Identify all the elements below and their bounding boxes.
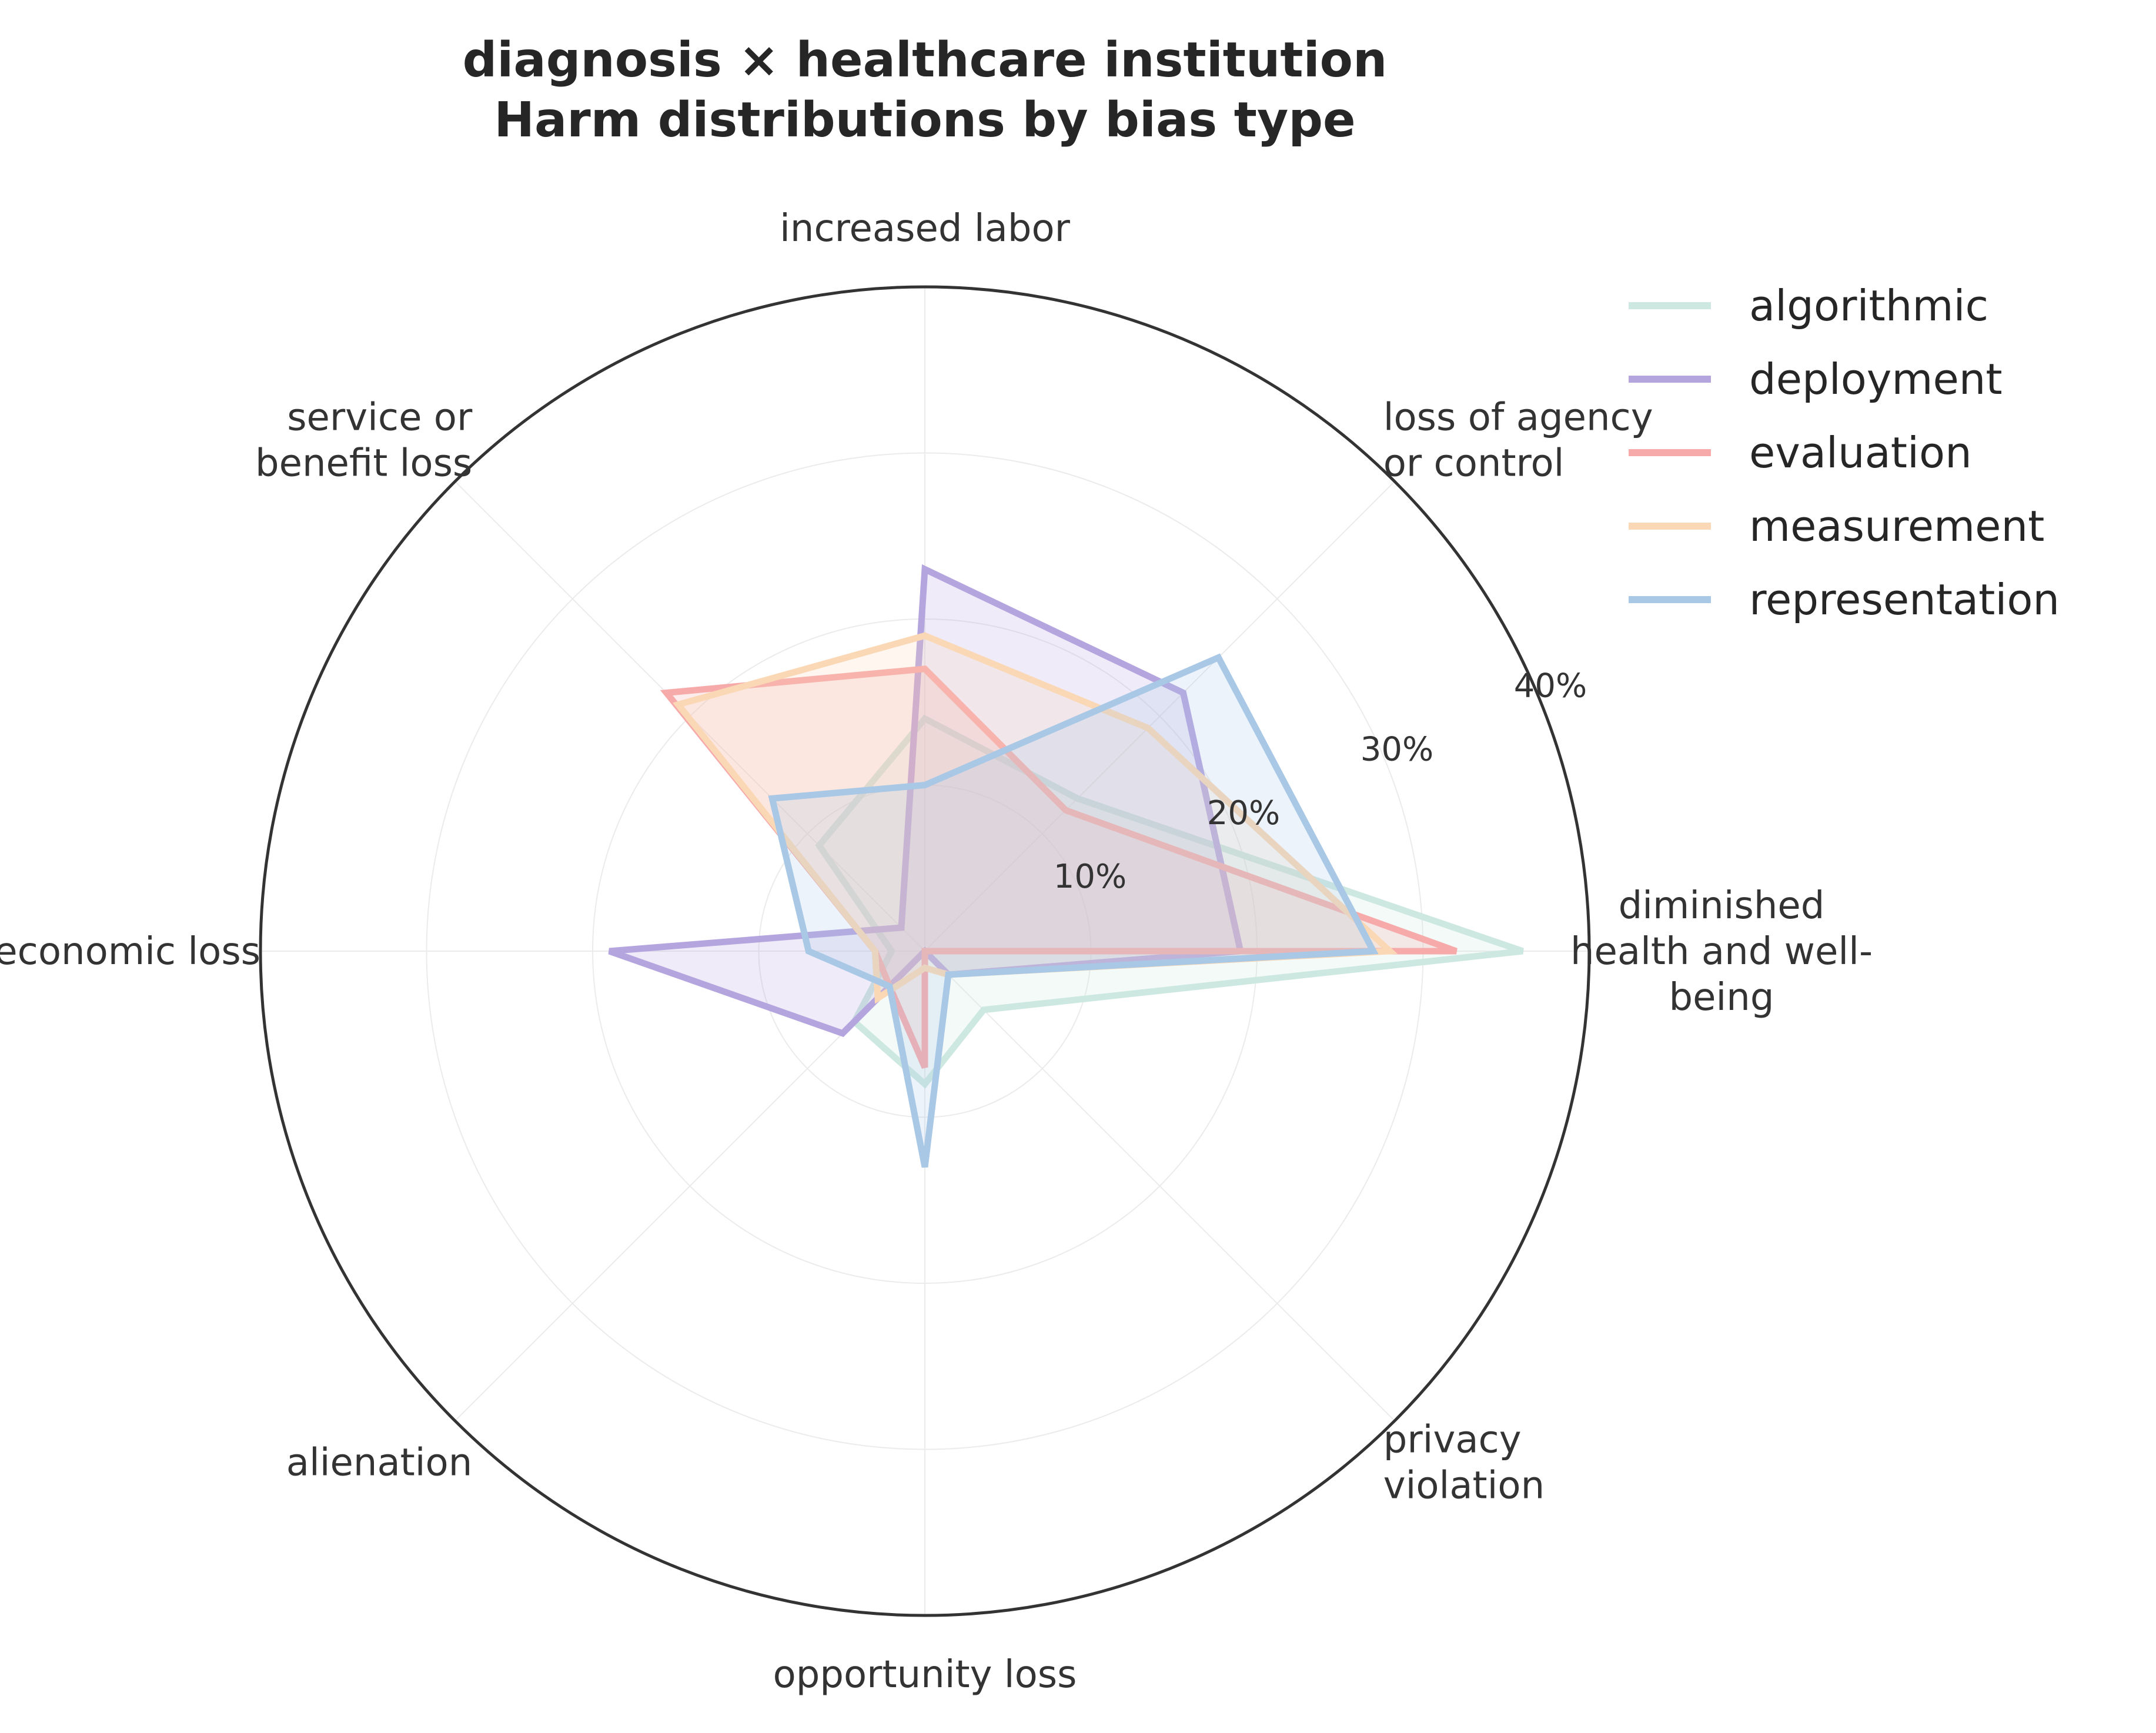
category-label: alienation	[286, 1441, 473, 1485]
category-label: economic loss	[0, 930, 260, 973]
legend-label-measurement: measurement	[1749, 501, 2044, 551]
category-label: opportunity loss	[773, 1653, 1077, 1697]
series-fill-evaluation	[666, 668, 1456, 1068]
legend: algorithmic deployment evaluation measureme…	[1629, 281, 2060, 624]
legend-label-deployment: deployment	[1749, 354, 2003, 404]
chart-title: diagnosis × healthcare institution Harm d…	[463, 32, 1388, 148]
grid-spoke	[924, 951, 1395, 1421]
radial-tick-label: 20%	[1207, 794, 1280, 832]
outer-frame-circle	[259, 285, 1591, 1617]
title-text: diagnosis × healthcare institution Harm d…	[463, 32, 1388, 148]
legend-label-representation: representation	[1749, 575, 2060, 624]
category-labels: diminished health and well-being loss of a…	[0, 207, 1873, 1697]
radial-tick-label: 10%	[1054, 858, 1127, 896]
series-fill-representation	[772, 657, 1373, 1167]
category-label: service or benefit loss	[255, 396, 473, 485]
series-line-deployment	[608, 564, 1245, 1038]
series-fill-deployment	[609, 569, 1241, 1033]
category-label: privacy violation	[1383, 1418, 1545, 1508]
category-label: increased labor	[780, 207, 1071, 250]
legend-label-algorithmic: algorithmic	[1749, 281, 1988, 330]
category-label: diminished health and well-being	[1570, 884, 1873, 1019]
legend-label-evaluation: evaluation	[1749, 428, 1972, 477]
grid-spoke	[924, 481, 1395, 952]
radial-tick-labels: 10% 20% 30% 40%	[1054, 667, 1587, 896]
radial-tick-label: 40%	[1514, 667, 1587, 705]
series-line-representation	[768, 653, 1379, 1168]
category-label: loss of agency or control	[1383, 396, 1653, 485]
series-fill-algorithmic	[819, 718, 1523, 1084]
series-layer	[608, 564, 1524, 1168]
series-fill-measurement	[678, 635, 1390, 998]
series-line-measurement	[673, 632, 1398, 1004]
radial-tick-label: 30%	[1361, 731, 1433, 769]
